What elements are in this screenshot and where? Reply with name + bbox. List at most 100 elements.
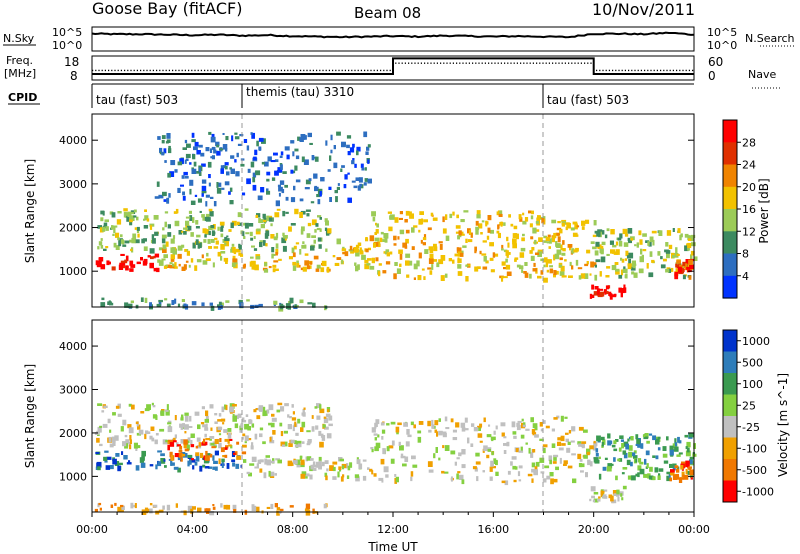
scatter-cell <box>217 426 223 431</box>
scatter-cell <box>154 196 160 199</box>
scatter-cell <box>166 139 171 143</box>
scatter-cell <box>665 250 671 254</box>
scatter-cell <box>216 182 219 188</box>
scatter-cell <box>131 404 135 410</box>
scatter-cell <box>405 238 409 244</box>
scatter-cell <box>230 222 234 229</box>
scatter-cell <box>688 259 693 265</box>
scatter-cell <box>598 456 601 459</box>
scatter-cell <box>101 297 105 301</box>
scatter-cell <box>209 302 213 306</box>
scatter-cell <box>591 495 595 499</box>
scatter-cell <box>224 238 230 242</box>
scatter-cell <box>330 134 333 141</box>
scatter-cell <box>291 417 297 421</box>
scatter-cell <box>97 503 100 508</box>
scatter-cell <box>180 426 184 430</box>
scatter-cell <box>195 220 199 225</box>
scatter-cell <box>312 302 316 308</box>
scatter-cell <box>305 503 311 509</box>
scatter-cell <box>507 242 510 248</box>
scatter-cell <box>209 211 214 217</box>
scatter-cell <box>513 225 518 230</box>
scatter-cell <box>385 251 388 255</box>
scatter-cell <box>259 433 263 438</box>
scatter-cell <box>284 403 289 407</box>
scatter-cell <box>296 263 300 268</box>
scatter-cell <box>455 225 461 229</box>
scatter-cell <box>301 441 305 444</box>
scatter-cell <box>675 268 679 273</box>
scatter-cell <box>222 144 228 150</box>
scatter-cell <box>531 429 536 435</box>
scatter-cell <box>214 450 219 456</box>
scatter-cell <box>196 171 199 174</box>
scatter-cell <box>567 441 571 445</box>
scatter-cell <box>418 252 422 259</box>
scatter-cell <box>477 425 482 429</box>
scatter-cell <box>326 433 332 439</box>
scatter-cell <box>613 457 616 462</box>
scatter-cell <box>548 455 553 461</box>
scatter-cell <box>204 216 210 222</box>
scatter-cell <box>637 442 641 448</box>
scatter-cell <box>535 229 540 232</box>
scatter-cell <box>553 417 558 420</box>
scatter-cell <box>228 229 232 232</box>
scatter-cell <box>263 240 266 246</box>
scatter-cell <box>99 257 104 262</box>
scatter-cell <box>545 261 549 268</box>
scatter-cell <box>669 463 673 467</box>
scatter-cell <box>288 256 293 260</box>
scatter-cell <box>507 252 511 255</box>
scatter-cell <box>184 415 189 422</box>
scatter-cell <box>118 264 124 270</box>
scatter-cell <box>192 242 196 249</box>
scatter-cell <box>213 201 217 207</box>
scatter-cell <box>133 215 137 218</box>
scatter-cell <box>560 244 563 251</box>
scatter-cell <box>528 210 532 214</box>
scatter-cell <box>359 247 362 252</box>
scatter-cell <box>167 172 171 178</box>
scatter-cell <box>685 469 688 475</box>
scatter-cell <box>300 473 306 479</box>
scatter-cell <box>506 236 509 242</box>
scatter-cell <box>96 430 99 433</box>
scatter-cell <box>109 211 114 215</box>
cpid-segment-2: themis (tau) 3310 <box>246 85 354 99</box>
scatter-cell <box>190 433 195 438</box>
scatter-cell <box>417 275 422 281</box>
scatter-cell <box>196 234 201 238</box>
scatter-cell <box>227 432 232 439</box>
scatter-cell <box>682 274 686 280</box>
scatter-cell <box>178 449 183 453</box>
scatter-cell <box>215 141 220 147</box>
scatter-cell <box>620 439 624 442</box>
scatter-cell <box>540 471 545 474</box>
scatter-cell <box>100 264 106 270</box>
scatter-cell <box>172 263 175 267</box>
scatter-cell <box>255 214 259 218</box>
scatter-cell <box>506 271 512 276</box>
scatter-cell <box>271 177 276 181</box>
scatter-cell <box>638 458 642 463</box>
scatter-cell <box>532 423 538 429</box>
scatter-cell <box>398 217 403 220</box>
scatter-cell <box>135 421 139 425</box>
scatter-cell <box>174 169 178 173</box>
scatter-cell <box>201 192 204 197</box>
scatter-cell <box>371 257 375 264</box>
scatter-cell <box>668 244 673 250</box>
scatter-cell <box>159 428 165 432</box>
scatter-cell <box>124 259 128 264</box>
scatter-cell <box>177 253 182 259</box>
scatter-cell <box>689 456 695 460</box>
scatter-cell <box>224 241 229 247</box>
scatter-cell <box>438 418 441 422</box>
scatter-cell <box>200 452 204 458</box>
scatter-cell <box>356 150 359 156</box>
scatter-cell <box>270 460 275 464</box>
scatter-cell <box>505 264 511 270</box>
scatter-cell <box>123 211 127 218</box>
